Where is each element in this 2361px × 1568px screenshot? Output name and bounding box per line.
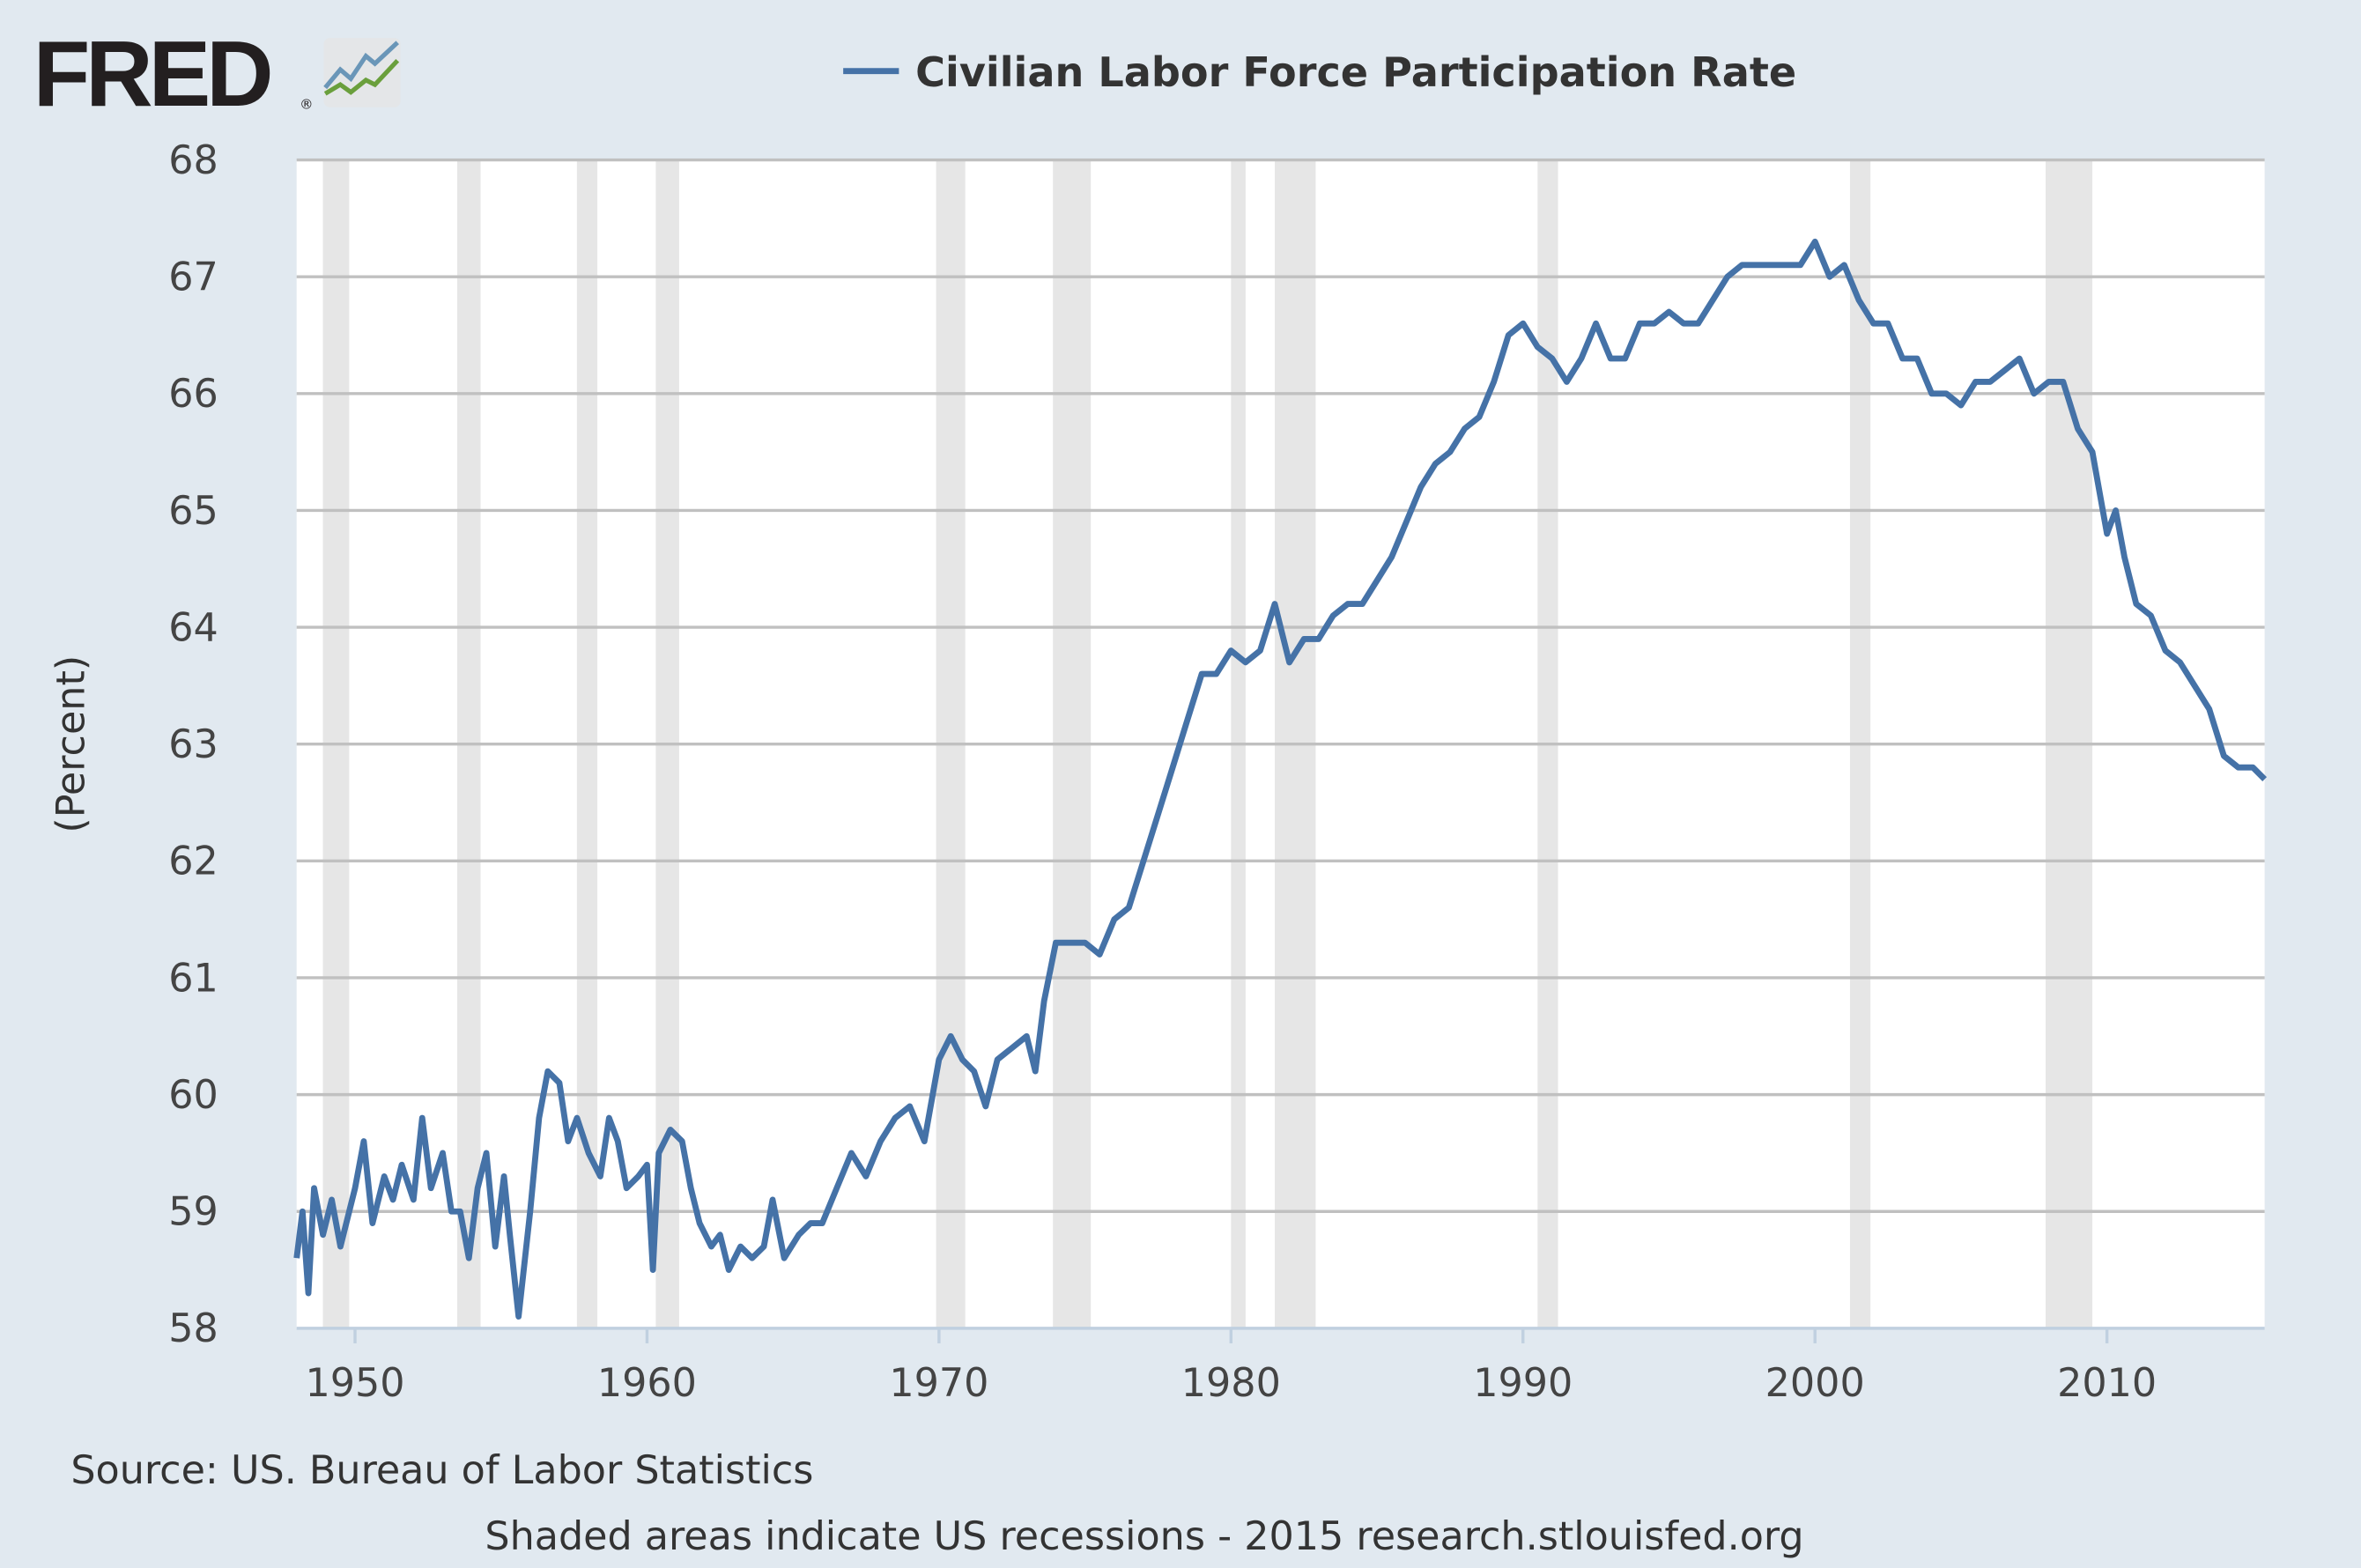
fred-logo: FRED ® bbox=[33, 22, 401, 126]
series-layer bbox=[293, 238, 2268, 1320]
logo-registered: ® bbox=[300, 96, 313, 112]
y-tick-label: 60 bbox=[168, 1073, 218, 1118]
y-tick-label: 63 bbox=[168, 722, 218, 767]
y-axis-label: (Percent) bbox=[49, 655, 94, 833]
x-tick-label: 1980 bbox=[1181, 1361, 1281, 1406]
x-tick-label: 1990 bbox=[1473, 1361, 1573, 1406]
y-tick-label: 58 bbox=[168, 1306, 218, 1351]
y-tick-label: 61 bbox=[168, 956, 218, 1001]
y-tick-label: 67 bbox=[168, 255, 218, 300]
y-tick-label: 66 bbox=[168, 372, 218, 417]
gridlines bbox=[296, 158, 2265, 1213]
x-tick-label: 2000 bbox=[1765, 1361, 1865, 1406]
logo-text: FRED bbox=[33, 22, 271, 126]
y-tick-label: 62 bbox=[168, 839, 218, 884]
x-tick-label: 1950 bbox=[305, 1361, 404, 1406]
x-tick-label: 2010 bbox=[2057, 1361, 2157, 1406]
chart-title: Civilian Labor Force Participation Rate bbox=[915, 48, 1796, 96]
y-tick-label: 65 bbox=[168, 489, 218, 534]
x-tick-label: 1970 bbox=[889, 1361, 988, 1406]
source-note: Source: US. Bureau of Labor Statistics bbox=[70, 1448, 813, 1493]
x-axis-ticks: 1950 1960 1970 1980 1990 2000 2010 bbox=[305, 1328, 2157, 1406]
y-tick-label: 68 bbox=[168, 138, 218, 183]
y-axis-ticks: 58 59 60 61 62 63 64 65 66 67 68 bbox=[168, 138, 218, 1351]
x-tick-label: 1960 bbox=[597, 1361, 697, 1406]
y-tick-label: 64 bbox=[168, 605, 218, 650]
series-line bbox=[293, 238, 2268, 1320]
recession-note: Shaded areas indicate US recessions - 20… bbox=[485, 1514, 1803, 1559]
legend: Civilian Labor Force Participation Rate bbox=[843, 48, 1796, 96]
y-tick-label: 59 bbox=[168, 1190, 218, 1235]
